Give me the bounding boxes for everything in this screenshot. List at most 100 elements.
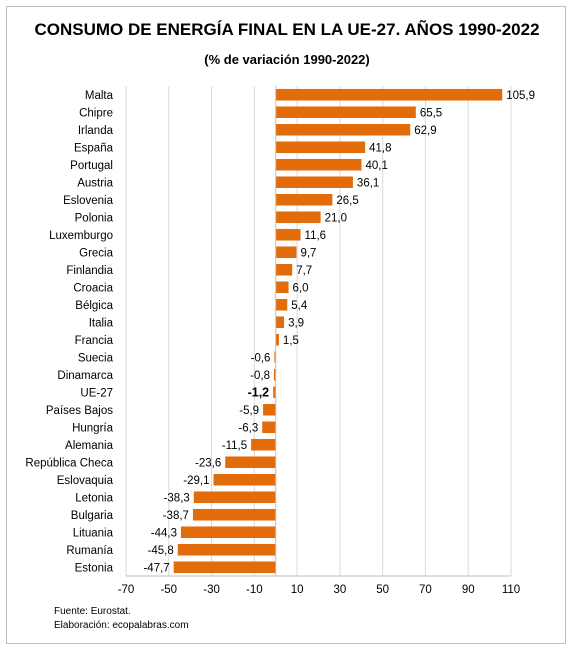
bar — [275, 193, 333, 206]
chart-title: CONSUMO DE ENERGÍA FINAL EN LA UE-27. AÑ… — [34, 20, 540, 39]
category-label: Francia — [75, 335, 114, 347]
bar — [251, 438, 276, 451]
data-label: -29,1 — [183, 475, 209, 487]
category-label: Rumanía — [66, 545, 113, 557]
bar — [180, 526, 276, 539]
x-tick-label: 110 — [502, 584, 520, 596]
bar — [263, 403, 276, 416]
x-tick-label: 70 — [419, 584, 432, 596]
category-label: Croacia — [73, 282, 113, 294]
bar — [173, 561, 276, 574]
bar — [193, 491, 276, 504]
bar — [275, 88, 503, 101]
x-tick-label: -10 — [246, 584, 263, 596]
bar — [213, 473, 276, 486]
bar — [275, 246, 297, 259]
category-label: Eslovenia — [63, 195, 113, 207]
category-label: España — [74, 142, 114, 154]
data-label: 7,7 — [296, 265, 312, 277]
data-label: 5,4 — [291, 300, 308, 312]
data-label: 40,1 — [365, 160, 387, 172]
category-label: Dinamarca — [57, 370, 113, 382]
data-label: -44,3 — [151, 527, 177, 539]
bar — [274, 368, 276, 381]
bar — [177, 543, 276, 556]
source-note: Fuente: Eurostat. — [54, 606, 131, 617]
category-label: Lituania — [73, 527, 114, 539]
data-label: -0,6 — [251, 352, 271, 364]
data-label: -11,5 — [222, 440, 247, 452]
author-note: Elaboración: ecopalabras.com — [54, 620, 189, 631]
x-tick-label: -70 — [118, 584, 135, 596]
bar — [275, 123, 411, 136]
bar — [225, 456, 276, 469]
data-label: 65,5 — [420, 107, 442, 119]
data-label: 41,8 — [369, 142, 391, 154]
bar — [275, 298, 288, 311]
category-label: UE-27 — [80, 387, 113, 399]
category-label: Bulgaria — [71, 510, 114, 522]
bars — [173, 88, 503, 574]
data-label: 26,5 — [336, 195, 358, 207]
data-label: -5,9 — [239, 405, 259, 417]
category-label: Estonia — [75, 562, 114, 574]
bar — [275, 316, 285, 329]
data-label: -38,7 — [163, 510, 189, 522]
bar — [274, 351, 276, 364]
bar — [262, 421, 276, 434]
data-label: 105,9 — [506, 90, 535, 102]
bar — [275, 333, 279, 346]
category-label: Irlanda — [78, 125, 114, 137]
x-tick-label: 90 — [462, 584, 475, 596]
bar — [275, 141, 366, 154]
category-label: Luxemburgo — [49, 230, 113, 242]
bar — [275, 211, 321, 224]
x-tick-label: -30 — [203, 584, 220, 596]
category-label: Chipre — [79, 107, 113, 119]
x-tick-label: 10 — [291, 584, 304, 596]
bar — [275, 228, 301, 241]
x-axis-tick-labels: -70 -50 -30 -10 10 30 50 70 90 110 — [118, 584, 520, 596]
category-label: Suecia — [78, 352, 114, 364]
bar — [273, 386, 276, 399]
category-label: República Checa — [25, 457, 113, 469]
data-label: -23,6 — [195, 457, 221, 469]
bar — [275, 158, 362, 171]
x-tick-label: 50 — [376, 584, 389, 596]
category-label: Finlandia — [66, 265, 113, 277]
category-label: Grecia — [79, 247, 113, 259]
category-label: Malta — [85, 90, 114, 102]
category-label: Eslovaquia — [57, 475, 114, 487]
bar — [192, 508, 276, 521]
bar — [275, 263, 293, 276]
category-label: Portugal — [70, 160, 113, 172]
category-label: Bélgica — [75, 300, 113, 312]
bar — [275, 176, 353, 189]
data-label: -6,3 — [238, 422, 258, 434]
data-label: -38,3 — [164, 492, 190, 504]
data-label: 3,9 — [288, 317, 304, 329]
category-label: Alemania — [65, 440, 114, 452]
data-label: -45,8 — [148, 545, 174, 557]
category-label: Italia — [89, 317, 114, 329]
data-label: 6,0 — [293, 282, 309, 294]
data-label: 9,7 — [300, 247, 316, 259]
chart-subtitle: (% de variación 1990-2022) — [204, 52, 370, 67]
bar — [275, 106, 416, 119]
data-label: 62,9 — [414, 125, 436, 137]
data-label: -0,8 — [250, 370, 270, 382]
data-label: 21,0 — [325, 212, 347, 224]
category-labels: Malta Chipre Irlanda España Portugal Austria E… — [25, 90, 113, 575]
value-labels: 105,9 65,5 62,9 41,8 40,1 36,1 26,5 21,0 11,6 9,7… — [143, 90, 535, 575]
category-label: Polonia — [75, 212, 114, 224]
category-label: Hungría — [72, 422, 114, 434]
data-label: -47,7 — [143, 562, 169, 574]
data-label: 36,1 — [357, 177, 379, 189]
data-label: -1,2 — [248, 385, 270, 399]
category-label: Países Bajos — [46, 405, 113, 417]
bar — [275, 281, 289, 294]
category-label: Letonia — [75, 492, 113, 504]
data-label: 11,6 — [305, 230, 327, 242]
x-tick-label: 30 — [333, 584, 346, 596]
